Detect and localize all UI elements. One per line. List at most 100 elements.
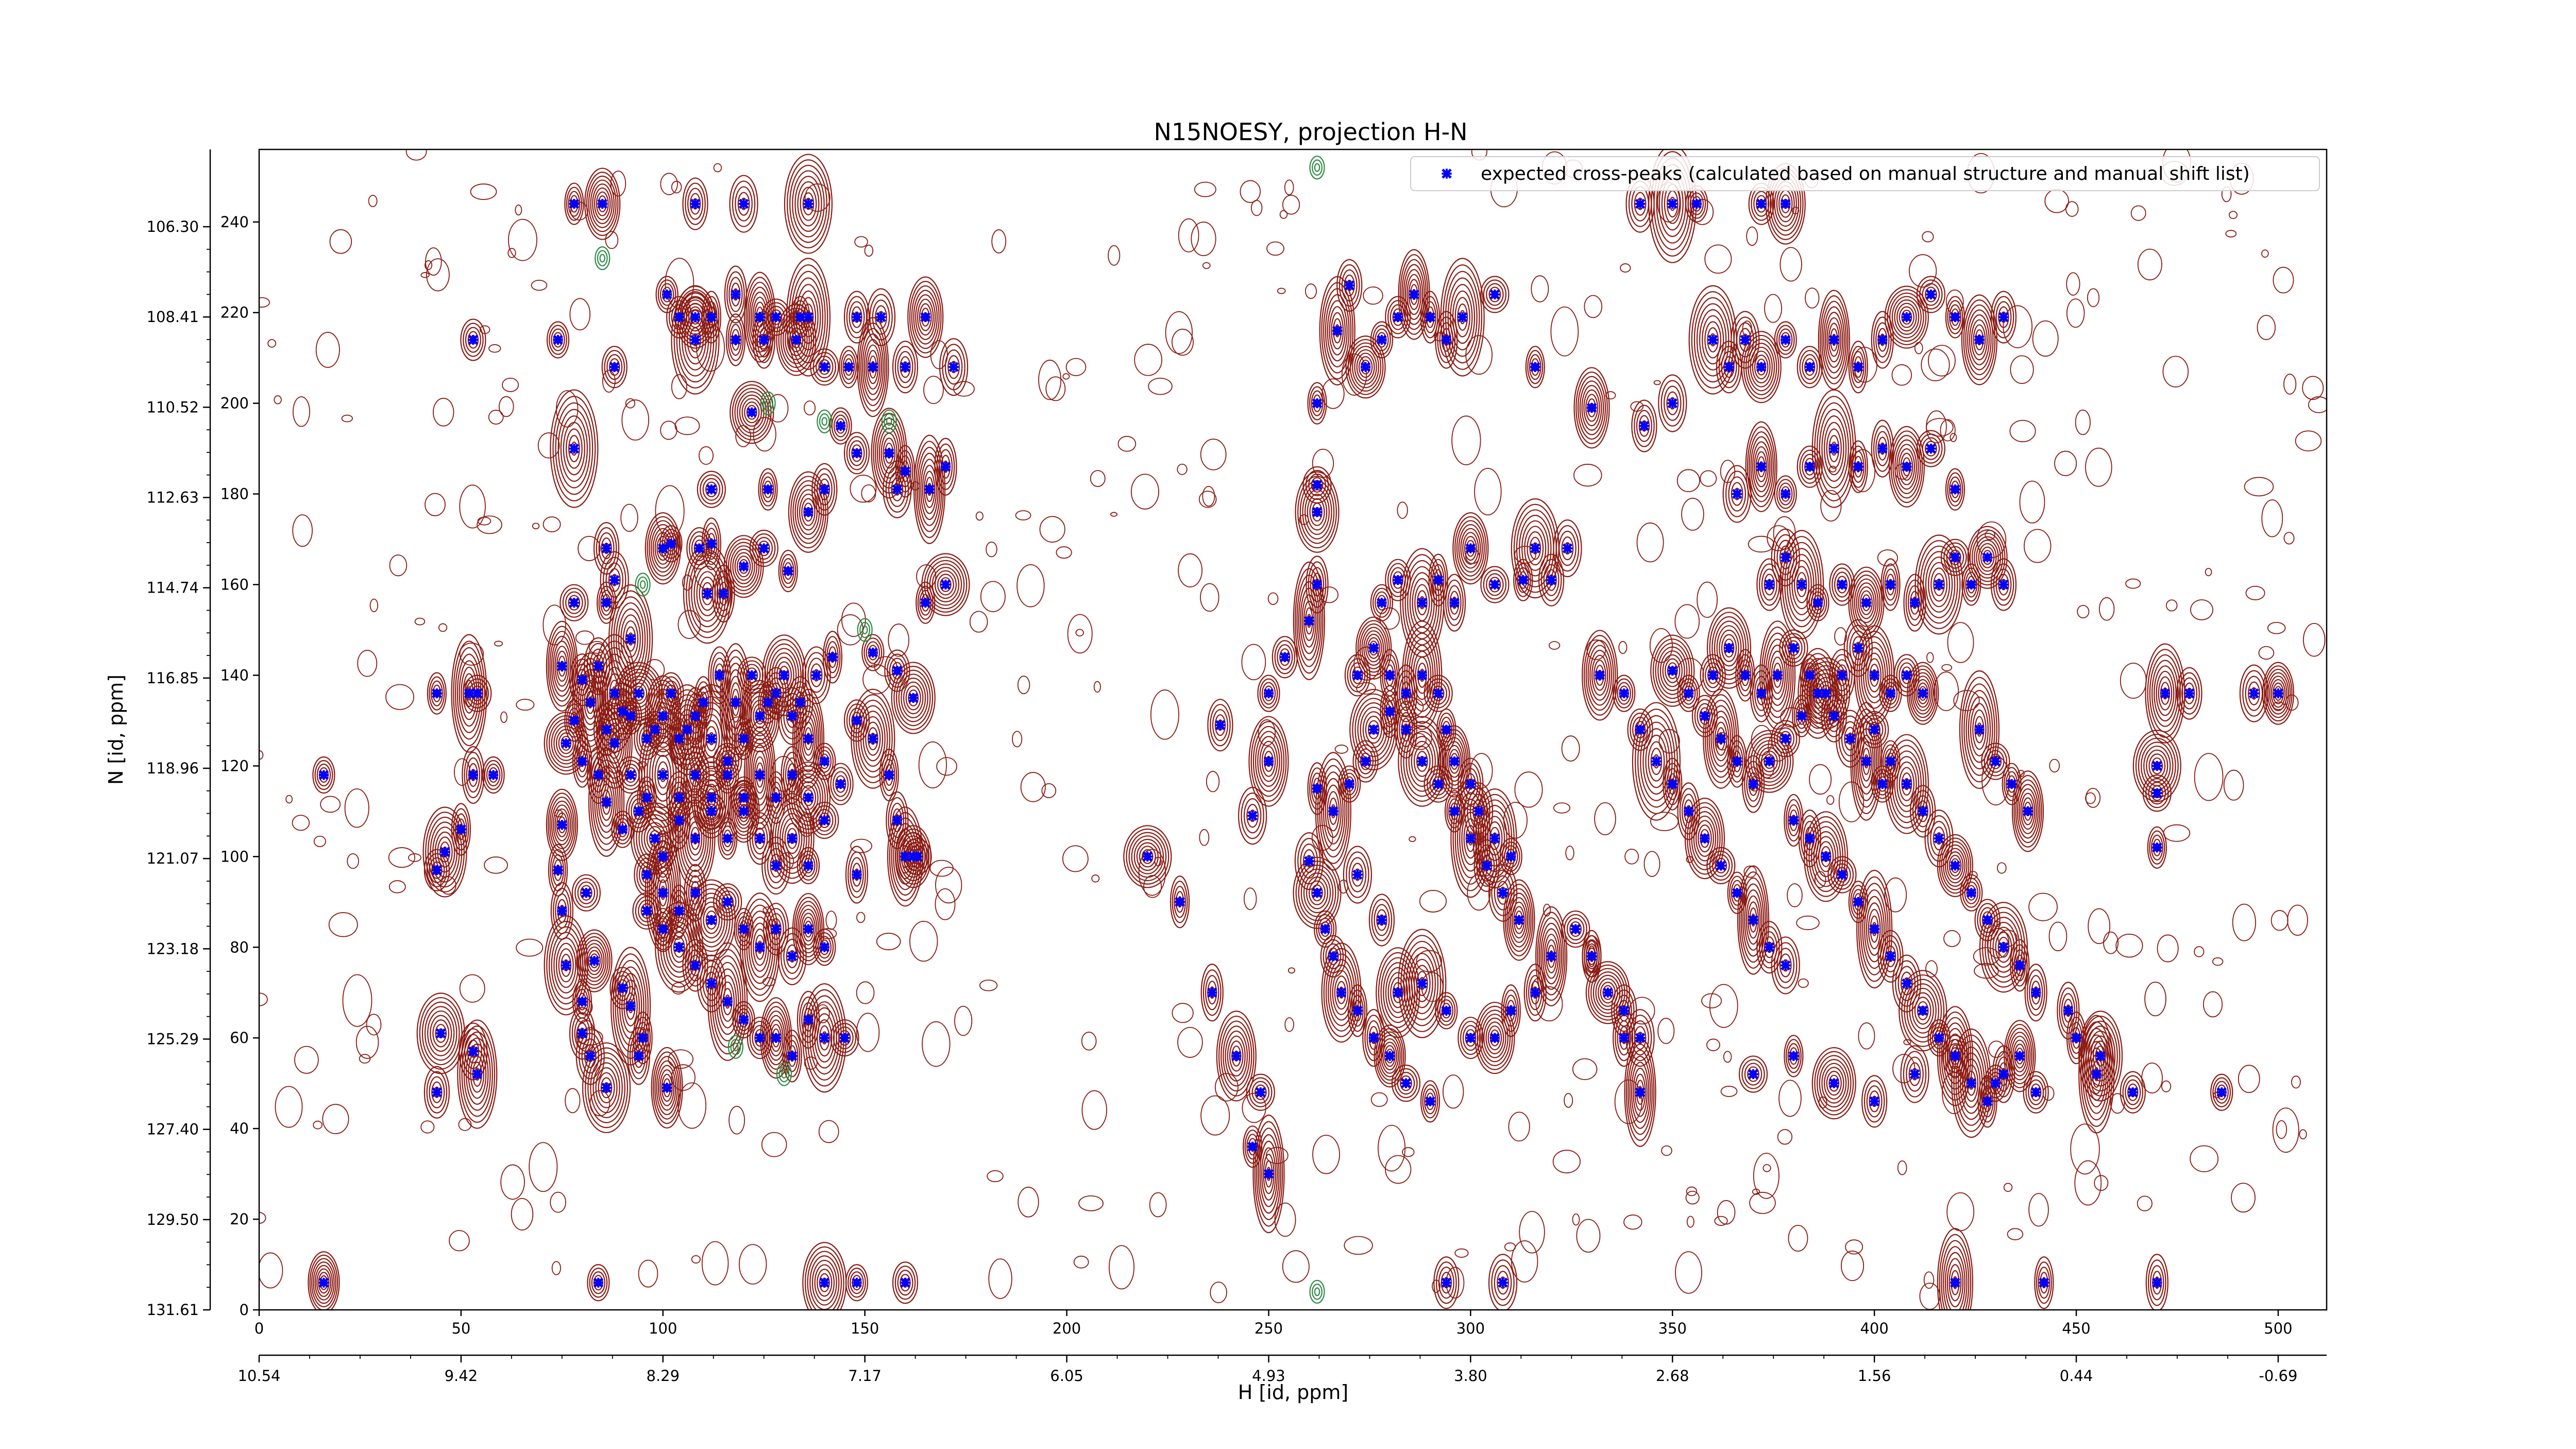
peak-contour — [739, 892, 780, 1002]
cross-peak-marker — [1982, 915, 1993, 925]
noise-contour — [2244, 477, 2274, 497]
cross-peak-marker — [1231, 1051, 1242, 1062]
x-index-tick-label: 100 — [649, 1320, 677, 1337]
noise-contour — [1706, 1038, 1720, 1052]
cross-peak-marker — [2160, 688, 2171, 699]
noise-contour — [1584, 295, 1603, 318]
x-index-tick-label: 500 — [2264, 1320, 2292, 1337]
noise-contour — [438, 623, 448, 632]
cross-peak-marker — [1433, 779, 1444, 789]
noise-contour — [671, 180, 682, 194]
cross-peak-marker — [553, 865, 563, 875]
cross-peak-marker — [694, 543, 705, 553]
cross-peak-marker — [432, 688, 442, 699]
noise-contour — [1240, 180, 1261, 203]
noise-contour — [2190, 1145, 2219, 1172]
cross-peak-marker — [1885, 688, 1896, 699]
cross-peak-marker — [803, 924, 814, 934]
cross-peak-marker — [625, 711, 636, 721]
peak-contour — [546, 788, 578, 861]
peak-contour — [1349, 688, 1398, 771]
noise-contour — [292, 815, 310, 831]
cross-peak-marker — [1740, 670, 1751, 681]
noise-contour — [313, 835, 326, 847]
cross-peak-marker — [641, 733, 652, 744]
noise-contour — [856, 1013, 880, 1052]
cross-peak-marker — [1570, 924, 1581, 934]
cross-peak-marker — [1780, 488, 1791, 499]
cross-peak-marker — [662, 289, 672, 300]
x-ppm-tick-label: 6.05 — [1050, 1367, 1083, 1385]
noise-contour — [2032, 320, 2059, 357]
noise-contour — [918, 741, 947, 789]
x-axis-title: H [id, ppm] — [1238, 1381, 1348, 1404]
cross-peak-marker — [1433, 688, 1444, 699]
y-ppm-tick-label: 131.61 — [147, 1301, 199, 1319]
peak-contour — [1347, 984, 1368, 1037]
cross-peak-marker — [1821, 851, 1831, 862]
x-ppm-tick-label: 1.56 — [1858, 1367, 1891, 1385]
noise-contour — [1177, 463, 1188, 475]
noise-contour — [2103, 931, 2119, 954]
noise-contour — [1858, 1022, 1875, 1050]
peak-contour — [1248, 716, 1289, 807]
cross-peak-marker — [892, 815, 903, 825]
cross-peak-marker — [747, 670, 757, 681]
noise-contour — [980, 581, 1006, 612]
cross-peak-marker — [819, 756, 830, 767]
noise-contour — [2074, 1160, 2102, 1206]
cross-peak-marker — [819, 815, 830, 825]
noise-contour — [1805, 288, 1820, 309]
noise-contour — [1704, 244, 1732, 274]
noise-contour — [408, 853, 421, 862]
peak-contour — [560, 584, 589, 621]
noise-contour — [458, 1118, 472, 1131]
noise-contour — [516, 699, 535, 711]
cross-peak-marker — [1401, 724, 1411, 735]
noise-contour — [1701, 993, 1722, 1008]
cross-peak-marker — [698, 697, 708, 707]
cross-peak-marker — [1312, 507, 1323, 517]
noise-contour — [1110, 512, 1118, 517]
noise-contour — [923, 376, 944, 405]
noise-contour — [2028, 892, 2058, 921]
x-ppm-tick-label: 4.93 — [1252, 1367, 1285, 1385]
y-ppm-tick-label: 129.50 — [147, 1211, 199, 1228]
noise-contour — [1266, 241, 1284, 256]
peak-contour — [588, 747, 625, 857]
peak-contour — [1811, 1047, 1856, 1120]
cross-peak-marker — [674, 906, 684, 916]
cross-peak-marker — [569, 198, 580, 209]
noise-contour — [1620, 263, 1631, 273]
cross-peak-marker — [1950, 312, 1960, 323]
cross-peak-marker — [2030, 1087, 2041, 1098]
peak-contour — [1573, 367, 1610, 449]
noise-contour — [988, 1258, 1012, 1299]
cross-peak-marker — [852, 715, 862, 726]
cross-peak-marker — [1700, 711, 1710, 721]
cross-peak-marker — [1263, 688, 1274, 699]
peak-contour — [883, 460, 912, 518]
cross-peak-marker — [1918, 806, 1928, 817]
noise-contour — [2144, 981, 2166, 1017]
noise-contour — [1700, 470, 1717, 487]
cross-peak-marker — [1756, 198, 1767, 209]
cross-peak-marker — [662, 1083, 672, 1093]
cross-peak-marker — [852, 312, 862, 323]
cross-peak-marker — [1950, 1277, 1960, 1288]
cross-peak-marker — [1514, 915, 1524, 925]
cross-peak-marker — [1384, 670, 1395, 681]
noise-contour — [459, 643, 484, 666]
noise-contour — [1685, 1190, 1700, 1205]
legend-box — [1410, 156, 2320, 191]
cross-peak-marker — [1966, 579, 1977, 590]
peak-contour — [572, 652, 608, 753]
noise-contour — [1941, 664, 1953, 671]
peak-contour — [2024, 964, 2047, 1022]
noise-contour — [1686, 1186, 1698, 1197]
noise-contour — [767, 394, 789, 423]
noise-contour — [1277, 288, 1286, 294]
peak-contour — [1315, 752, 1351, 871]
peak-contour — [1797, 445, 1823, 488]
noise-contour — [2162, 356, 2189, 387]
